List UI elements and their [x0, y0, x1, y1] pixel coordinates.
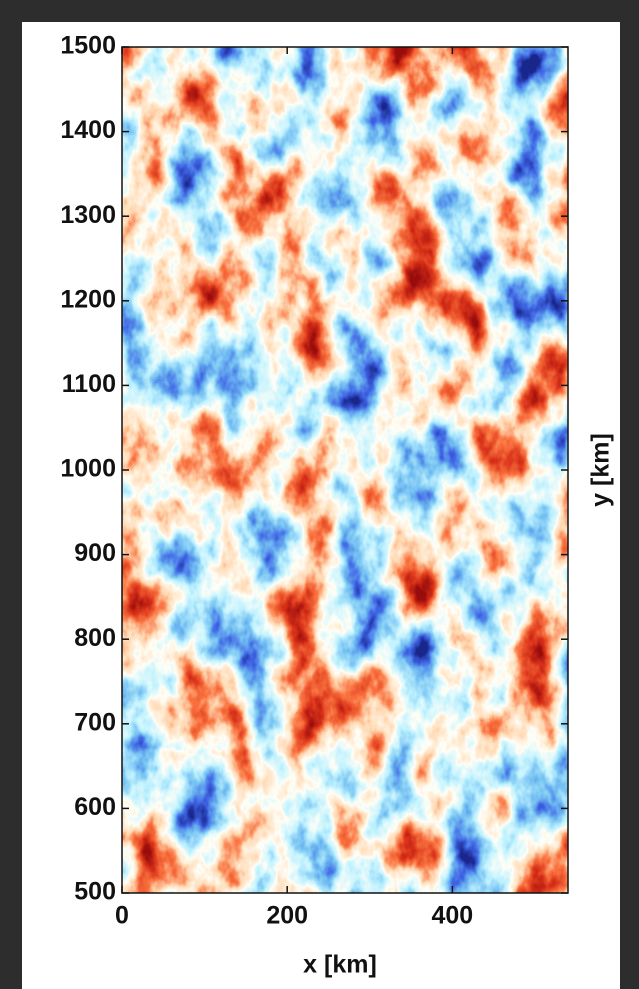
y-tick-label: 800 — [74, 624, 116, 652]
x-tick-label: 400 — [432, 902, 474, 930]
y-tick-label: 600 — [74, 793, 116, 821]
y-tick-label: 1500 — [60, 32, 116, 60]
x-axis-label: x [km] — [303, 951, 377, 979]
y-tick-label: 1300 — [60, 201, 116, 229]
y-tick-label: 1000 — [60, 455, 116, 483]
y-tick-label: 1200 — [60, 285, 116, 313]
x-tick-label: 0 — [115, 902, 129, 930]
y-tick-label: 900 — [74, 539, 116, 567]
vorticity-field — [122, 47, 568, 893]
y-axis-label: y [km] — [587, 433, 615, 507]
x-tick-label: 200 — [266, 902, 308, 930]
axes: 500 600 700 800 900 1000 1100 1200 1300 1400 1500 0… — [60, 32, 568, 930]
y-tick-label: 1400 — [60, 116, 116, 144]
y-tick-label: 700 — [74, 708, 116, 736]
y-tick-label: 1100 — [62, 370, 116, 398]
y-tick-label: 500 — [74, 878, 116, 906]
